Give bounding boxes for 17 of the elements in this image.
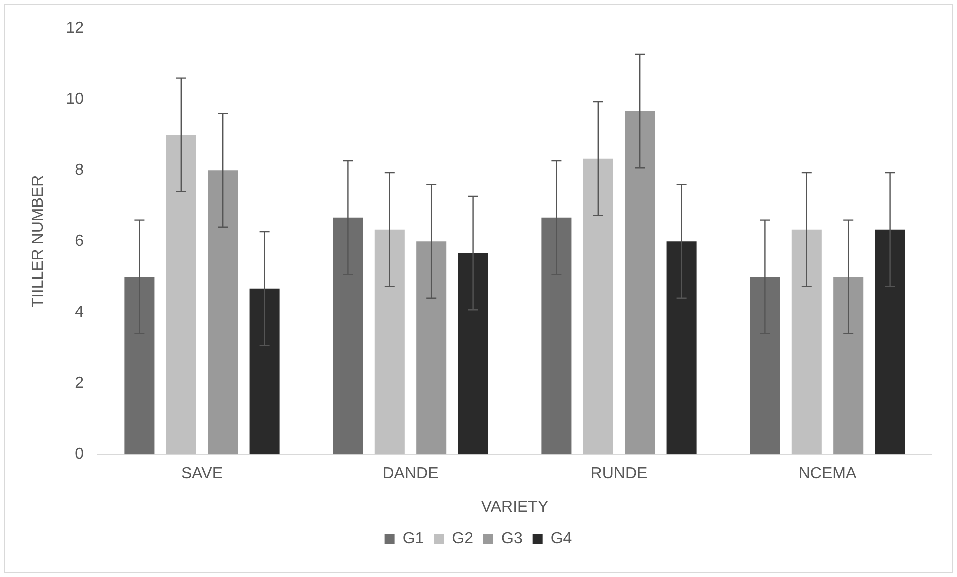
x-tick-label: DANDE — [382, 466, 439, 483]
y-tick-label: 4 — [75, 304, 84, 322]
x-tick-label: SAVE — [181, 466, 223, 483]
x-tick-label: RUNDE — [590, 466, 648, 483]
legend-label: G2 — [452, 530, 474, 548]
legend-label: G4 — [550, 530, 572, 548]
y-tick-label: 10 — [66, 91, 84, 108]
x-tick-label: NCEMA — [798, 466, 857, 483]
y-tick-label: 6 — [75, 233, 84, 250]
y-tick-label: 2 — [75, 375, 84, 392]
legend-label: G1 — [402, 530, 424, 548]
x-axis-title: VARIETY — [481, 498, 549, 516]
y-tick-label: 0 — [75, 446, 84, 464]
y-tick-label: 8 — [75, 162, 84, 180]
legend-label: G3 — [502, 530, 523, 548]
y-axis-title: TIILLER NUMBER — [30, 175, 48, 308]
y-tick-label: 12 — [66, 20, 84, 38]
